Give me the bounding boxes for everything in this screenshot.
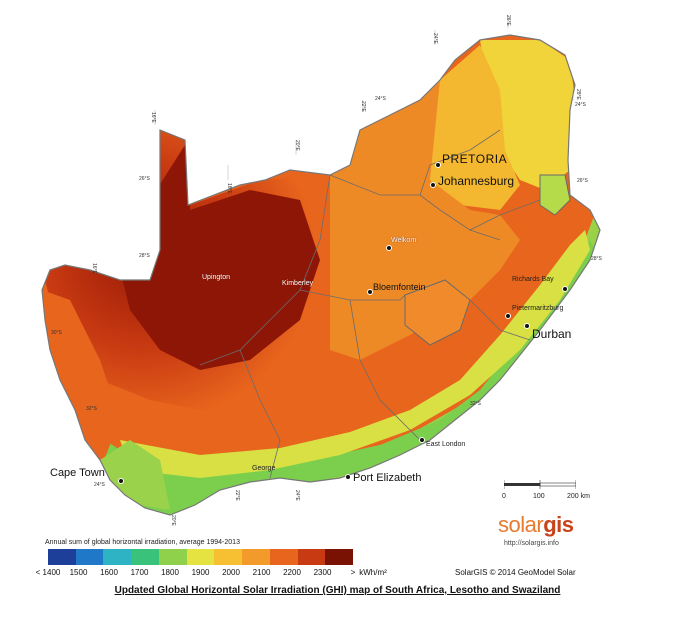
lat-label-24: 24°S [375,96,386,102]
legend-unit: kWh/m² [359,568,387,577]
lat-label-26: 26°S [139,176,150,182]
graticule [154,15,574,180]
city-pietermaritzburg: Pietermaritzburg [512,305,564,312]
lat-label-26b: 26°S [577,178,588,184]
figure-caption: Updated Global Horizontal Solar Irradiat… [114,585,561,596]
lat-label-30: 30°S [51,330,62,336]
solargis-logo: solargis [498,512,574,538]
city-upington: Upington [202,274,231,281]
lon-label-16: 16°E [150,112,156,123]
scale-tick-100: 100 [533,493,545,500]
lat-label-32: 32°S [86,406,97,412]
brand-url: http://solargis.info [504,540,559,547]
city-johannesburg: Johannesburg [438,174,515,188]
city-welkom: Welkom [391,237,417,244]
legend-swatch [131,549,159,565]
lon-label-14: 16°E [91,263,97,274]
city-east-london: East London [426,441,466,448]
map-canvas [41,15,601,516]
lon-label-24: 24°E [432,33,438,44]
city-bloemfontein: Bloemfontein [373,282,426,292]
legend-swatch [186,549,215,565]
scale-tick-0: 0 [502,493,506,500]
legend-tick-label: > [350,568,356,577]
pretoria-dot [435,162,441,168]
legend-swatch [242,549,270,565]
legend-tick-label: 1800 [161,568,179,577]
legend-tick-label: 2200 [283,568,301,577]
lon-label-20: 20°E [294,140,300,151]
bloemfontein-dot [367,289,373,295]
lon-label-24b: 24°E [294,490,300,501]
legend-swatch [158,549,187,565]
legend-swatch [103,549,132,565]
legend-title: Annual sum of global horizontal irradiat… [45,539,240,546]
legend-swatch [75,549,104,565]
lat-label-34: 24°S [94,482,105,488]
legend-tick-label: < 1400 [35,568,61,577]
city-durban: Durban [532,327,572,341]
irradiation-map: 16°E 20°E 18°E 22°E 24°E 26°E 28°E 16°E … [35,15,602,577]
legend-swatch [269,549,298,565]
pietermaritzburg-dot [505,313,511,319]
port-elizabeth-dot [345,474,351,480]
lon-label-22b: 22°E [234,490,240,501]
legend-swatch [325,549,354,565]
east-london-dot [419,437,425,443]
lon-label-28: 28°E [575,89,581,100]
legend-tick-label: 2000 [222,568,240,577]
city-cape-town: Cape Town [50,467,105,479]
legend-tick-label: 1900 [191,568,210,577]
richards-bay-dot [562,286,568,292]
lat-label-28b: 28°S [591,256,602,262]
city-pretoria: PRETORIA [442,152,508,166]
legend-tick-label: 2300 [313,568,332,577]
city-richards-bay: Richards Bay [512,276,554,283]
johannesburg-dot [430,182,436,188]
lon-label-20b: 20°E [170,515,176,526]
logo-solar: solar [498,512,544,537]
scale-tick-200: 200 km [567,493,590,500]
scale-bar [504,480,576,489]
lon-label-22: 22°E [360,101,366,112]
cape-town-dot [118,478,124,484]
copyright: SolarGIS © 2014 GeoModel Solar [455,568,576,577]
legend-tick-label: 1600 [100,568,118,577]
durban-dot [524,323,530,329]
lon-label-18: 18°E [226,183,232,194]
lat-label-32b: 32°S [470,401,481,407]
city-george: George [252,465,276,472]
lat-label-28: 28°S [139,253,150,259]
province-borders [199,129,541,479]
country-border [41,34,601,516]
legend-swatch [48,549,76,565]
legend-colorbar [48,549,354,565]
legend-swatch [214,549,243,565]
lon-label-26: 26°E [505,15,511,26]
legend-tick-label: 1700 [130,568,149,577]
city-port-elizabeth: Port Elizabeth [353,472,422,484]
city-kimberley: Kimberley [282,280,314,287]
legend-tick-label: 2100 [252,568,271,577]
legend-swatch [297,549,326,565]
legend-tick-label: 1500 [69,568,88,577]
logo-gis: gis [543,512,574,537]
welkom-dot [386,245,392,251]
lat-label-24b: 24°S [575,102,586,108]
